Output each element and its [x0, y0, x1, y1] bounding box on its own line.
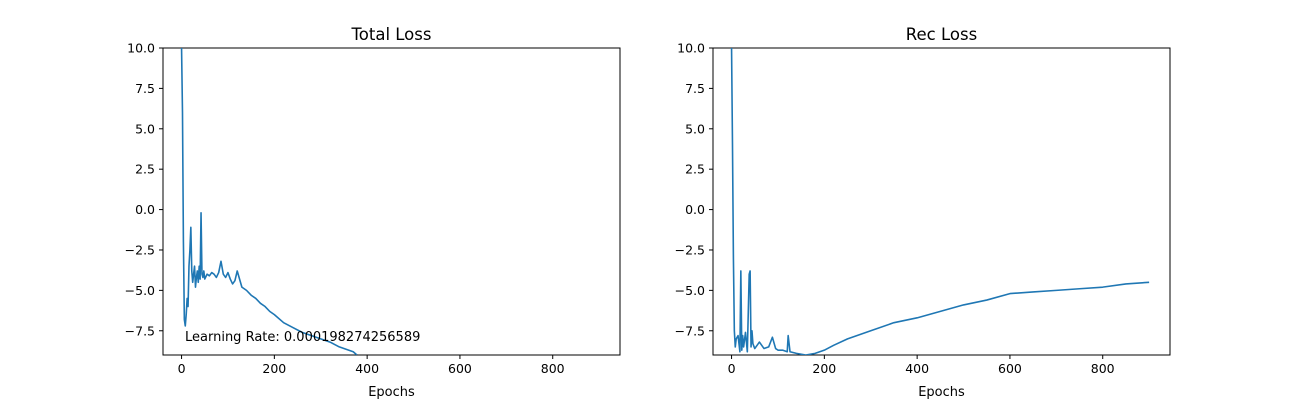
rec-loss-subplot: Rec Loss 0 200 400 600 800 −7.5 −5.0 −2.5 0.0 2.5…: [675, 25, 1171, 400]
y-tick-label: 2.5: [135, 162, 155, 177]
y-tick-label: 7.5: [135, 81, 155, 96]
y-tick-label: −5.0: [125, 283, 155, 298]
y-tick-label: 0.0: [135, 202, 155, 217]
y-tick-label: −7.5: [125, 323, 155, 338]
y-tick-label: −2.5: [125, 242, 155, 257]
series-line: [730, 48, 1150, 355]
x-axis-label: Epochs: [368, 385, 415, 400]
x-tick-label: 800: [541, 361, 565, 376]
y-tick-label: −2.5: [675, 242, 705, 257]
total-loss-subplot: Total Loss 0 200 400 600 800 −7.5 −5.0 −2.5 0.0 2…: [125, 25, 621, 400]
x-tick-label: 0: [728, 361, 736, 376]
x-tick-label: 200: [262, 361, 286, 376]
axis-ticks: 0 200 400 600 800 −7.5 −5.0 −2.5 0.0 2.5 5.0 7.5 10.…: [675, 41, 1115, 377]
x-tick-label: 200: [812, 361, 836, 376]
x-tick-label: 800: [1091, 361, 1115, 376]
x-tick-label: 0: [178, 361, 186, 376]
chart-title: Rec Loss: [906, 25, 977, 44]
chart-title: Total Loss: [351, 25, 432, 44]
y-tick-label: 0.0: [685, 202, 705, 217]
x-axis-label: Epochs: [918, 385, 965, 400]
y-tick-label: 5.0: [135, 121, 155, 136]
plot-area: [712, 47, 1171, 356]
x-tick-label: 600: [448, 361, 472, 376]
y-tick-label: 10.0: [127, 41, 155, 56]
y-tick-label: 2.5: [685, 162, 705, 177]
series-group: [180, 48, 358, 355]
axis-ticks: 0 200 400 600 800 −7.5 −5.0 −2.5 0.0 2.5 5.0 7.5 10.…: [125, 41, 565, 377]
y-tick-label: 7.5: [685, 81, 705, 96]
x-tick-label: 400: [355, 361, 379, 376]
x-tick-label: 600: [998, 361, 1022, 376]
series-line: [180, 48, 358, 355]
series-group: [730, 48, 1150, 355]
plot-area: [162, 47, 621, 356]
y-tick-label: 10.0: [677, 41, 705, 56]
y-tick-label: −7.5: [675, 323, 705, 338]
learning-rate-annotation: Learning Rate: 0.000198274256589: [185, 330, 420, 345]
y-tick-label: 5.0: [685, 121, 705, 136]
y-tick-label: −5.0: [675, 283, 705, 298]
x-tick-label: 400: [905, 361, 929, 376]
